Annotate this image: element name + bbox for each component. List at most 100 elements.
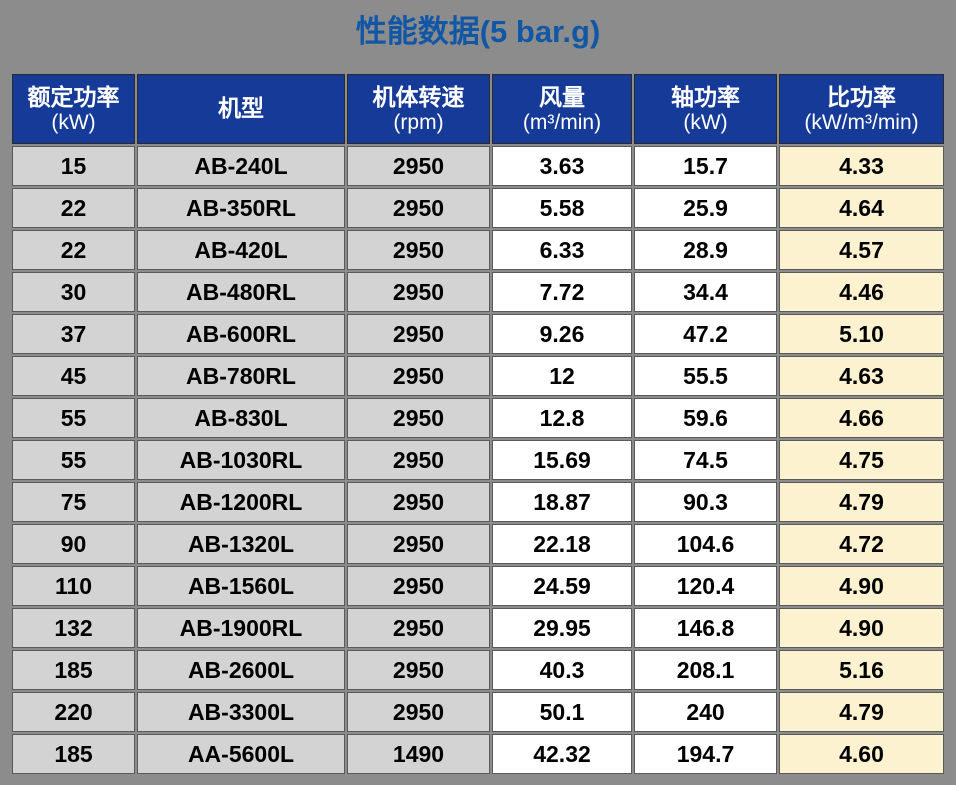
table-cell: 29.95 xyxy=(492,608,632,648)
table-cell: 110 xyxy=(12,566,135,606)
table-cell: 240 xyxy=(634,692,777,732)
column-header-unit: (kW/m³/min) xyxy=(804,111,919,135)
table-cell: 50.1 xyxy=(492,692,632,732)
table-cell: 74.5 xyxy=(634,440,777,480)
table-cell: 185 xyxy=(12,734,135,774)
table-cell: 2950 xyxy=(347,440,490,480)
header-row: 额定功率 (kW) 机型 机体转速 (rpm) 风量 (m³/min) 轴功率 (kW) 比功率(… xyxy=(12,74,944,144)
table-cell: 4.79 xyxy=(779,482,944,522)
table-cell: 22.18 xyxy=(492,524,632,564)
table-cell: 42.32 xyxy=(492,734,632,774)
table-row: 55 AB-830L 2950 12.8 59.6 4.66 xyxy=(12,398,944,438)
column-header: 机型 xyxy=(137,74,345,144)
table-cell: 12 xyxy=(492,356,632,396)
table-cell: 194.7 xyxy=(634,734,777,774)
table-row: 132 AB-1900RL 2950 29.95 146.8 4.90 xyxy=(12,608,944,648)
table-cell: 2950 xyxy=(347,230,490,270)
table-cell: 1490 xyxy=(347,734,490,774)
table-cell: 146.8 xyxy=(634,608,777,648)
column-header-unit: (kW) xyxy=(51,111,96,135)
column-header-label: 机体转速 xyxy=(372,83,465,110)
table-cell: 2950 xyxy=(347,608,490,648)
table-cell: 45 xyxy=(12,356,135,396)
page-title: 性能数据(5 bar.g) xyxy=(355,14,601,49)
table-cell: AB-1320L xyxy=(137,524,345,564)
table-cell: AB-350RL xyxy=(137,188,345,228)
table-row: 37 AB-600RL 2950 9.26 47.2 5.10 xyxy=(12,314,944,354)
column-header-label: 机型 xyxy=(218,95,264,122)
table-cell: 2950 xyxy=(347,398,490,438)
table-cell: AB-2600L xyxy=(137,650,345,690)
table-cell: 4.57 xyxy=(779,230,944,270)
table-row: 55 AB-1030RL 2950 15.69 74.5 4.75 xyxy=(12,440,944,480)
table-row: 110 AB-1560L 2950 24.59 120.4 4.90 xyxy=(12,566,944,606)
table-cell: AB-780RL xyxy=(137,356,345,396)
table-cell: 47.2 xyxy=(634,314,777,354)
table-cell: 90 xyxy=(12,524,135,564)
table-cell: AA-5600L xyxy=(137,734,345,774)
table-row: 185 AA-5600L 1490 42.32 194.7 4.60 xyxy=(12,734,944,774)
table-cell: 4.60 xyxy=(779,734,944,774)
table-cell: 25.9 xyxy=(634,188,777,228)
table-cell: 3.63 xyxy=(492,146,632,186)
table-cell: 4.66 xyxy=(779,398,944,438)
table-cell: 208.1 xyxy=(634,650,777,690)
performance-table: 额定功率 (kW) 机型 机体转速 (rpm) 风量 (m³/min) 轴功率 (kW) 比功率(… xyxy=(10,72,946,776)
table-cell: AB-3300L xyxy=(137,692,345,732)
table-row: 22 AB-420L 2950 6.33 28.9 4.57 xyxy=(12,230,944,270)
column-header: 比功率 (kW/m³/min) xyxy=(779,74,944,144)
table-cell: 40.3 xyxy=(492,650,632,690)
table-cell: AB-1200RL xyxy=(137,482,345,522)
table-cell: 15.69 xyxy=(492,440,632,480)
table-row: 220 AB-3300L 2950 50.1 240 4.79 xyxy=(12,692,944,732)
table-cell: AB-600RL xyxy=(137,314,345,354)
table-cell: 2950 xyxy=(347,314,490,354)
column-header: 额定功率 (kW) xyxy=(12,74,135,144)
table-cell: 2950 xyxy=(347,188,490,228)
column-header-label: 风量 xyxy=(539,83,585,110)
table-cell: 18.87 xyxy=(492,482,632,522)
table-cell: 9.26 xyxy=(492,314,632,354)
table-cell: 55 xyxy=(12,398,135,438)
column-header-label: 比功率 xyxy=(827,83,896,110)
column-header-unit: (rpm) xyxy=(393,111,444,135)
table-cell: AB-1560L xyxy=(137,566,345,606)
column-header: 风量 (m³/min) xyxy=(492,74,632,144)
table-cell: 2950 xyxy=(347,356,490,396)
table-cell: 4.75 xyxy=(779,440,944,480)
column-header-label: 轴功率 xyxy=(671,83,740,110)
table-cell: 2950 xyxy=(347,566,490,606)
table-cell: 4.63 xyxy=(779,356,944,396)
table-cell: 55 xyxy=(12,440,135,480)
column-header: 轴功率 (kW) xyxy=(634,74,777,144)
table-cell: 75 xyxy=(12,482,135,522)
column-header-unit: (kW) xyxy=(683,111,728,135)
table-cell: 4.79 xyxy=(779,692,944,732)
table-cell: 4.33 xyxy=(779,146,944,186)
table-cell: 15 xyxy=(12,146,135,186)
table-cell: 37 xyxy=(12,314,135,354)
table-cell: 185 xyxy=(12,650,135,690)
table-row: 15 AB-240L 2950 3.63 15.7 4.33 xyxy=(12,146,944,186)
column-header-unit: (m³/min) xyxy=(522,111,602,135)
table-cell: 4.90 xyxy=(779,608,944,648)
table-cell: 7.72 xyxy=(492,272,632,312)
table-cell: AB-1900RL xyxy=(137,608,345,648)
table-cell: 4.46 xyxy=(779,272,944,312)
table-cell: 2950 xyxy=(347,524,490,564)
table-cell: 12.8 xyxy=(492,398,632,438)
table-cell: AB-1030RL xyxy=(137,440,345,480)
table-cell: 2950 xyxy=(347,650,490,690)
table-cell: AB-420L xyxy=(137,230,345,270)
table-row: 30 AB-480RL 2950 7.72 34.4 4.46 xyxy=(12,272,944,312)
table-cell: 34.4 xyxy=(634,272,777,312)
table-cell: 132 xyxy=(12,608,135,648)
table-cell: 104.6 xyxy=(634,524,777,564)
table-cell: 4.90 xyxy=(779,566,944,606)
table-cell: 5.58 xyxy=(492,188,632,228)
table-cell: 6.33 xyxy=(492,230,632,270)
table-cell: 120.4 xyxy=(634,566,777,606)
table-cell: 2950 xyxy=(347,482,490,522)
table-cell: 55.5 xyxy=(634,356,777,396)
table-row: 45 AB-780RL 2950 12 55.5 4.63 xyxy=(12,356,944,396)
